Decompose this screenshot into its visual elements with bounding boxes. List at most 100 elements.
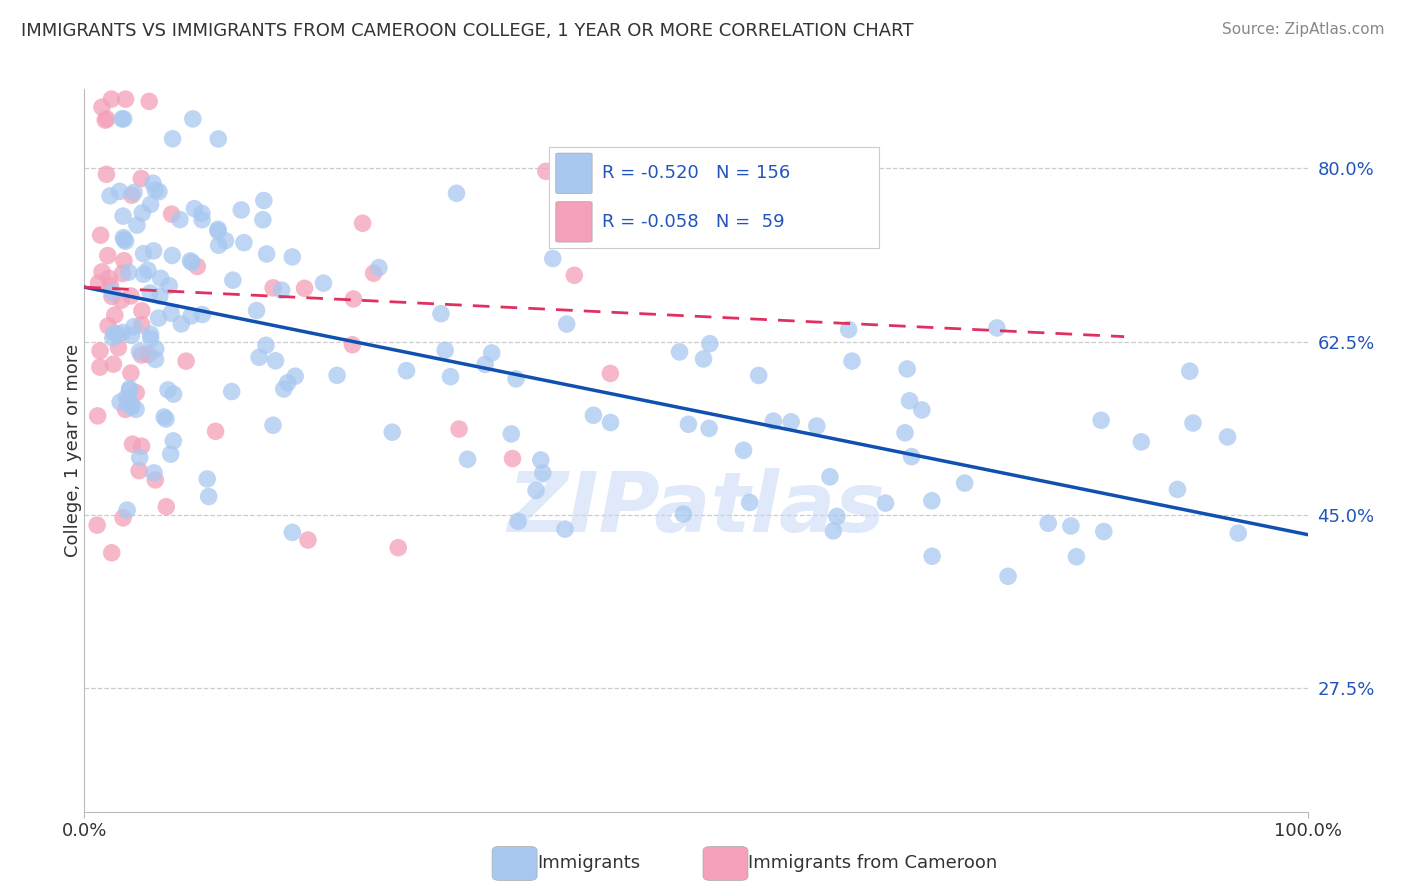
Point bbox=[738, 495, 761, 509]
Point bbox=[434, 343, 457, 358]
Point bbox=[125, 402, 148, 417]
Point bbox=[104, 308, 127, 322]
Point bbox=[160, 306, 183, 320]
Point bbox=[430, 307, 453, 321]
Point bbox=[142, 176, 165, 190]
Point bbox=[160, 207, 183, 221]
Point bbox=[136, 263, 159, 277]
Point bbox=[367, 260, 389, 275]
Point bbox=[107, 327, 129, 342]
Point bbox=[94, 113, 117, 128]
Point bbox=[697, 421, 720, 435]
Point bbox=[297, 533, 319, 547]
Point bbox=[395, 364, 418, 378]
Text: Source: ZipAtlas.com: Source: ZipAtlas.com bbox=[1222, 22, 1385, 37]
Point bbox=[1216, 430, 1239, 444]
Point bbox=[89, 360, 111, 375]
Point bbox=[352, 216, 374, 230]
Point bbox=[128, 464, 150, 478]
Point bbox=[270, 283, 292, 297]
Point bbox=[114, 234, 136, 248]
Point bbox=[921, 493, 943, 508]
Point bbox=[986, 321, 1008, 335]
Point bbox=[131, 206, 153, 220]
Point bbox=[121, 328, 143, 343]
Point bbox=[599, 416, 621, 430]
Point bbox=[118, 393, 141, 408]
Point bbox=[232, 235, 254, 250]
Point bbox=[806, 419, 828, 434]
Point bbox=[582, 409, 605, 423]
Point bbox=[262, 418, 284, 433]
Point bbox=[214, 234, 236, 248]
Point bbox=[191, 308, 214, 322]
Point bbox=[446, 186, 468, 201]
Point bbox=[160, 248, 183, 262]
Point bbox=[953, 476, 976, 491]
Point bbox=[264, 353, 287, 368]
Point bbox=[149, 271, 172, 285]
Point bbox=[191, 206, 214, 220]
Point bbox=[191, 212, 214, 227]
Text: Immigrants: Immigrants bbox=[537, 855, 640, 872]
Point bbox=[90, 228, 112, 243]
Point bbox=[107, 341, 129, 355]
Point bbox=[262, 281, 284, 295]
Point bbox=[162, 387, 184, 401]
Point bbox=[678, 417, 700, 432]
Point bbox=[245, 303, 267, 318]
Point bbox=[111, 267, 134, 281]
Point bbox=[247, 351, 270, 365]
Point bbox=[699, 336, 721, 351]
Point bbox=[531, 466, 554, 480]
Text: ZIPatlas: ZIPatlas bbox=[508, 467, 884, 549]
Point bbox=[142, 244, 165, 258]
Point bbox=[254, 338, 277, 352]
Point bbox=[838, 322, 860, 336]
Point bbox=[447, 422, 470, 436]
Point bbox=[363, 266, 385, 280]
Point bbox=[115, 503, 138, 517]
Point bbox=[312, 276, 335, 290]
Point bbox=[153, 409, 176, 424]
Point bbox=[121, 188, 143, 202]
Point bbox=[159, 447, 181, 461]
Point bbox=[148, 311, 170, 326]
Point bbox=[100, 278, 122, 293]
Point bbox=[101, 331, 124, 345]
Point bbox=[256, 247, 278, 261]
Point bbox=[326, 368, 349, 383]
Point bbox=[118, 382, 141, 396]
Point bbox=[112, 209, 135, 223]
Point bbox=[112, 511, 135, 525]
Point bbox=[111, 112, 134, 126]
Point bbox=[98, 271, 121, 285]
Y-axis label: College, 1 year or more: College, 1 year or more bbox=[65, 344, 82, 557]
Point bbox=[530, 453, 553, 467]
Point bbox=[534, 164, 557, 178]
Point bbox=[174, 354, 197, 368]
Point bbox=[131, 348, 153, 362]
Point bbox=[87, 276, 110, 290]
Point bbox=[439, 369, 461, 384]
Point bbox=[169, 212, 191, 227]
Point bbox=[894, 425, 917, 440]
Point bbox=[101, 285, 124, 300]
Point bbox=[898, 393, 921, 408]
Point bbox=[562, 268, 585, 283]
Point bbox=[125, 218, 148, 232]
Point bbox=[103, 326, 125, 340]
Point bbox=[128, 344, 150, 359]
Point bbox=[342, 338, 364, 352]
Point bbox=[138, 95, 160, 109]
Point bbox=[115, 391, 138, 405]
Point bbox=[381, 425, 404, 440]
Point bbox=[145, 342, 167, 356]
Point bbox=[96, 112, 118, 126]
Point bbox=[97, 249, 120, 263]
Point bbox=[156, 383, 179, 397]
Point bbox=[181, 255, 204, 269]
Point bbox=[101, 289, 124, 303]
Point bbox=[457, 452, 479, 467]
Point bbox=[112, 253, 135, 268]
